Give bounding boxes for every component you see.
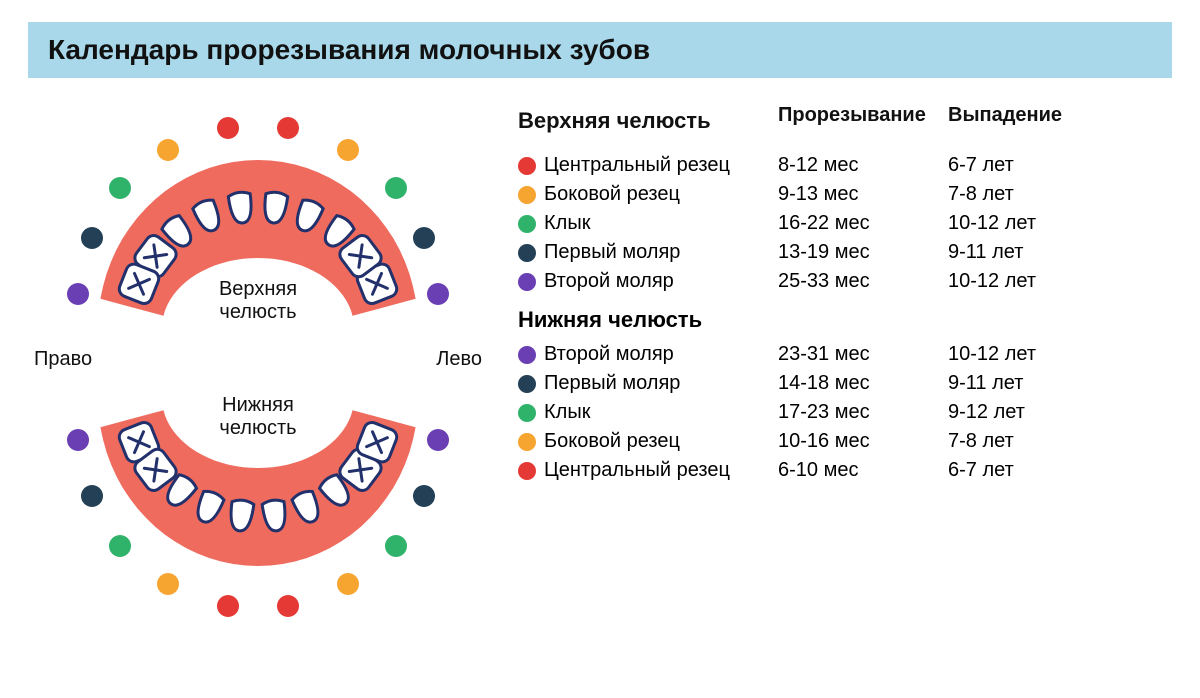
col-eruption: Прорезывание <box>778 104 948 144</box>
legend-dot <box>518 273 536 291</box>
eruption-value: 9-13 мес <box>778 183 948 206</box>
table-row: Первый моляр14-18 мес9-11 лет <box>518 372 1172 395</box>
table-header: Верхняя челюсть Прорезывание Выпадение <box>518 104 1172 144</box>
loss-value: 6-7 лет <box>948 459 1088 482</box>
loss-value: 9-11 лет <box>948 241 1088 264</box>
jaw-svg <box>28 98 488 648</box>
table-row: Клык17-23 мес9-12 лет <box>518 401 1172 424</box>
eruption-value: 25-33 мес <box>778 270 948 293</box>
title-bar: Календарь прорезывания молочных зубов <box>28 22 1172 78</box>
loss-value: 9-12 лет <box>948 401 1088 424</box>
loss-value: 6-7 лет <box>948 154 1088 177</box>
loss-value: 10-12 лет <box>948 212 1088 235</box>
legend-dot <box>518 433 536 451</box>
col-loss: Выпадение <box>948 104 1088 144</box>
legend-dot <box>518 346 536 364</box>
teeth-diagram: Верхняячелюсть Нижняячелюсть Право Лево <box>28 98 488 648</box>
left-side-label: Лево <box>436 348 482 371</box>
tooth-name: Клык <box>518 212 778 235</box>
eruption-value: 8-12 мес <box>778 154 948 177</box>
loss-value: 10-12 лет <box>948 343 1088 366</box>
legend-dot <box>518 157 536 175</box>
content: Верхняячелюсть Нижняячелюсть Право Лево … <box>0 78 1200 648</box>
eruption-value: 14-18 мес <box>778 372 948 395</box>
table-row: Клык16-22 мес10-12 лет <box>518 212 1172 235</box>
upper-section-title: Верхняя челюсть <box>518 108 778 134</box>
tooth-name: Первый моляр <box>518 241 778 264</box>
page-title: Календарь прорезывания молочных зубов <box>48 34 1152 66</box>
table-row: Второй моляр25-33 мес10-12 лет <box>518 270 1172 293</box>
legend-dot <box>518 375 536 393</box>
legend-dot <box>518 404 536 422</box>
loss-value: 10-12 лет <box>948 270 1088 293</box>
eruption-value: 16-22 мес <box>778 212 948 235</box>
eruption-value: 6-10 мес <box>778 459 948 482</box>
tooth-name: Боковой резец <box>518 183 778 206</box>
table-row: Боковой резец9-13 мес7-8 лет <box>518 183 1172 206</box>
eruption-value: 13-19 мес <box>778 241 948 264</box>
table-row: Первый моляр13-19 мес9-11 лет <box>518 241 1172 264</box>
loss-value: 7-8 лет <box>948 183 1088 206</box>
loss-value: 9-11 лет <box>948 372 1088 395</box>
table-row: Центральный резец6-10 мес6-7 лет <box>518 459 1172 482</box>
loss-value: 7-8 лет <box>948 430 1088 453</box>
table-row: Боковой резец10-16 мес7-8 лет <box>518 430 1172 453</box>
eruption-value: 23-31 мес <box>778 343 948 366</box>
lower-section-title: Нижняя челюсть <box>518 307 1172 333</box>
eruption-value: 17-23 мес <box>778 401 948 424</box>
legend-dot <box>518 244 536 262</box>
tooth-name: Центральный резец <box>518 459 778 482</box>
upper-jaw-label: Верхняячелюсть <box>208 278 308 324</box>
tooth-name: Центральный резец <box>518 154 778 177</box>
tooth-name: Второй моляр <box>518 343 778 366</box>
right-side-label: Право <box>34 348 92 371</box>
legend-dot <box>518 215 536 233</box>
legend-dot <box>518 462 536 480</box>
table-row: Центральный резец8-12 мес6-7 лет <box>518 154 1172 177</box>
eruption-value: 10-16 мес <box>778 430 948 453</box>
legend-dot <box>518 186 536 204</box>
tooth-name: Клык <box>518 401 778 424</box>
tooth-name: Второй моляр <box>518 270 778 293</box>
lower-jaw-label: Нижняячелюсть <box>208 394 308 440</box>
table-row: Второй моляр23-31 мес10-12 лет <box>518 343 1172 366</box>
tooth-name: Первый моляр <box>518 372 778 395</box>
legend-table: Верхняя челюсть Прорезывание Выпадение Ц… <box>518 98 1172 648</box>
tooth-name: Боковой резец <box>518 430 778 453</box>
